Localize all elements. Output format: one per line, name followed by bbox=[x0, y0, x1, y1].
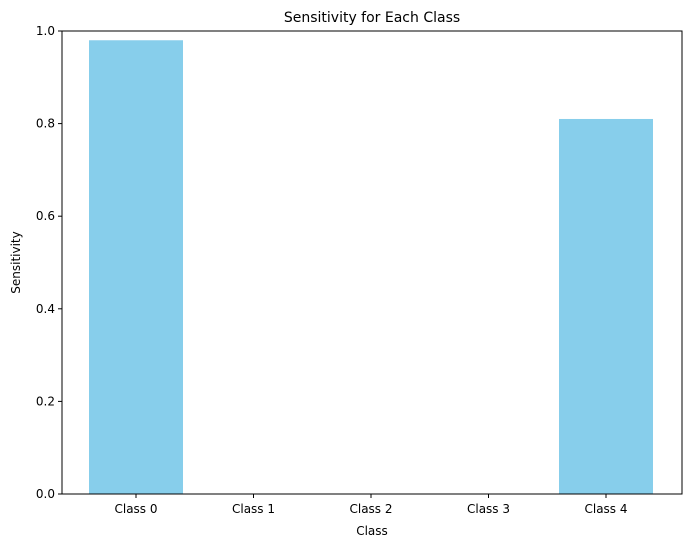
y-tick-label: 1.0 bbox=[36, 24, 55, 38]
x-tick-label: Class 4 bbox=[584, 502, 627, 516]
plot-frame bbox=[61, 30, 683, 495]
x-tick-label: Class 2 bbox=[349, 502, 392, 516]
x-axis-label: Class bbox=[356, 524, 388, 538]
y-axis-ticks: 0.0 0.2 0.4 0.6 0.8 1.0 bbox=[36, 24, 62, 501]
y-tick-label: 0.6 bbox=[36, 209, 55, 223]
y-tick-label: 0.4 bbox=[36, 302, 55, 316]
y-axis-label: Sensitivity bbox=[9, 231, 23, 293]
bar-class-0 bbox=[89, 40, 183, 494]
chart-title: Sensitivity for Each Class bbox=[284, 10, 460, 26]
x-tick-label: Class 0 bbox=[114, 502, 157, 516]
bar-class-4 bbox=[559, 118, 653, 494]
y-tick-label: 0.0 bbox=[36, 487, 55, 501]
y-tick-label: 0.2 bbox=[36, 394, 55, 408]
y-tick-label: 0.8 bbox=[36, 117, 55, 131]
x-tick-label: Class 3 bbox=[467, 502, 510, 516]
bars-group bbox=[89, 40, 653, 494]
x-tick-label: Class 1 bbox=[232, 502, 275, 516]
x-axis-ticks: Class 0 Class 1 Class 2 Class 3 Class 4 bbox=[114, 494, 628, 516]
